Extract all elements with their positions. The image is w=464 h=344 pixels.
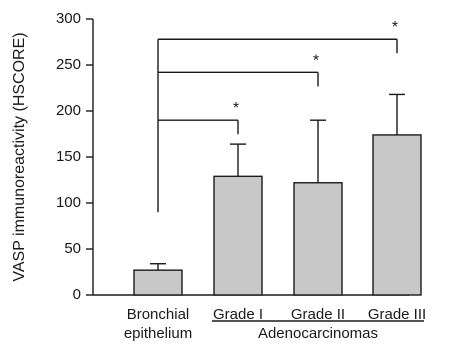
bar xyxy=(133,269,183,296)
significance-star: * xyxy=(392,19,398,36)
bar xyxy=(213,175,263,296)
y-tick-label: 100 xyxy=(56,194,81,211)
group-label: Adenocarcinomas xyxy=(258,325,378,342)
x-category-label: Grade III xyxy=(368,306,426,323)
bar xyxy=(293,182,343,296)
y-tick-label: 50 xyxy=(64,240,81,257)
y-tick-label: 150 xyxy=(56,148,81,165)
x-category-label: Bronchial xyxy=(127,306,190,323)
y-tick-label: 0 xyxy=(73,286,81,303)
x-category-label: Grade I xyxy=(213,306,263,323)
y-tick-label: 300 xyxy=(56,10,81,27)
y-tick-label: 250 xyxy=(56,56,81,73)
y-tick-label: 200 xyxy=(56,102,81,119)
y-axis-title: VASP immunoreactivity (HSCORE) xyxy=(11,32,28,281)
x-category-label: epithelium xyxy=(124,325,192,342)
plot-area: 0 50 100 150 200 250 300 Bronchial epithelium Gra… xyxy=(56,10,426,342)
bar xyxy=(372,134,422,296)
significance-star: * xyxy=(233,100,239,117)
significance-star: * xyxy=(313,52,319,69)
x-category-label: Grade II xyxy=(291,306,345,323)
